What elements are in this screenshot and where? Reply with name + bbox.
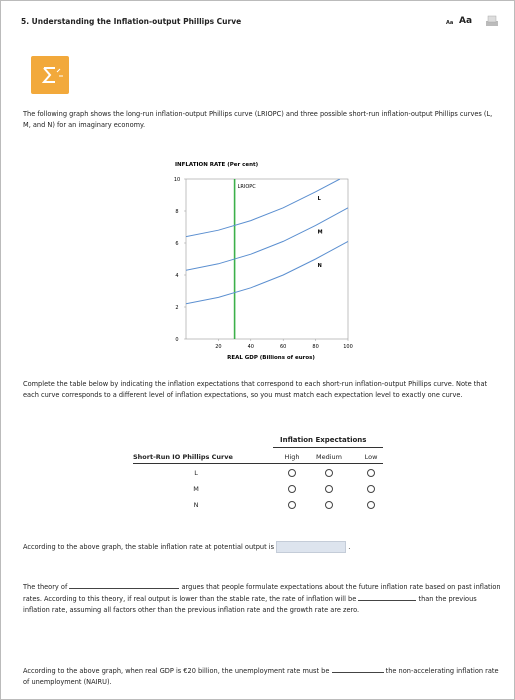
print-icon[interactable] <box>485 15 499 27</box>
row-label: N <box>193 501 199 509</box>
column-header: Medium <box>316 453 342 461</box>
radio-button[interactable] <box>288 469 296 477</box>
question-1: According to the above graph, the stable… <box>23 541 503 553</box>
problem-icon <box>31 56 69 94</box>
text: . <box>348 543 351 551</box>
column-header: High <box>284 453 300 461</box>
y-axis-label: INFLATION RATE (Per cent) <box>175 162 259 168</box>
row-header: Short-Run IO Phillips Curve <box>133 453 233 461</box>
y-tick-label: 6 <box>175 241 178 247</box>
x-tick-label: 40 <box>248 344 254 350</box>
x-tick-label: 80 <box>312 344 318 350</box>
font-large[interactable]: Aa <box>459 16 473 26</box>
x-tick-label: 100 <box>343 344 353 350</box>
y-tick-label: 8 <box>175 209 178 215</box>
x-tick-label: 60 <box>280 344 286 350</box>
radio-button[interactable] <box>288 501 296 509</box>
text: than the previous inflation rate, assumi… <box>23 595 477 614</box>
question-3: According to the above graph, when real … <box>23 665 501 688</box>
dropdown[interactable] <box>331 665 384 673</box>
radio-button[interactable] <box>288 485 296 493</box>
y-tick-label: 4 <box>175 273 178 279</box>
question-2: The theory of argues that people formula… <box>23 581 501 616</box>
curve-label: N <box>318 263 322 269</box>
group-header: Inflation Expectations <box>280 436 367 444</box>
y-tick-label: 0 <box>175 337 178 343</box>
dropdown[interactable] <box>69 581 180 589</box>
text: the non-accelerating inflation rate of u… <box>23 667 499 686</box>
y-tick-label: 10 <box>174 177 180 183</box>
intro-text: The following graph shows the long-run i… <box>23 110 493 129</box>
text: argues that people formulate expectation… <box>23 583 501 603</box>
header-rule <box>133 463 383 464</box>
row-label: L <box>194 469 198 477</box>
text: The theory of <box>23 583 68 591</box>
font-small[interactable]: Aa <box>446 20 454 26</box>
dropdown[interactable] <box>276 541 347 553</box>
dropdown[interactable] <box>358 593 417 601</box>
text: According to the above graph, the stable… <box>23 543 275 551</box>
radio-button[interactable] <box>367 485 375 493</box>
radio-button[interactable] <box>325 469 333 477</box>
curve <box>186 179 341 238</box>
radio-button[interactable] <box>367 469 375 477</box>
title: 5. Understanding the Inflation-output Ph… <box>21 17 242 26</box>
x-tick-label: 20 <box>215 344 221 350</box>
curve-label: L <box>318 196 322 202</box>
curve <box>186 240 348 305</box>
curve <box>186 207 348 271</box>
curve-label: M <box>318 229 323 235</box>
group-rule <box>273 447 383 448</box>
radio-button[interactable] <box>367 501 375 509</box>
x-axis-label: REAL GDP (Billions of euros) <box>227 355 315 361</box>
plot-area <box>185 178 349 340</box>
radio-button[interactable] <box>325 485 333 493</box>
radio-button[interactable] <box>325 501 333 509</box>
instructions: Complete the table below by indicating t… <box>23 380 488 399</box>
lriopc-label: LRIOPC <box>238 184 257 190</box>
chart: INFLATION RATE (Per cent) REAL GDP (Bill… <box>174 162 353 361</box>
y-tick-label: 2 <box>175 305 178 311</box>
column-header: Low <box>364 453 378 461</box>
row-label: M <box>193 485 199 493</box>
text: According to the above graph, when real … <box>23 667 330 675</box>
